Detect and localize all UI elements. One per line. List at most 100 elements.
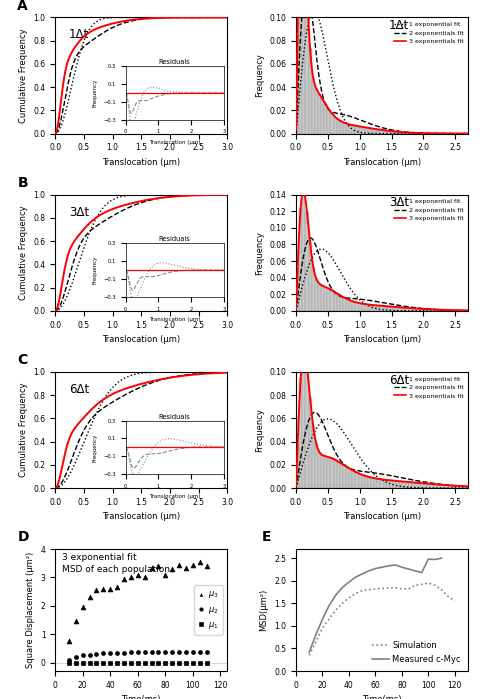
Point (72, 657, 80, 668)
Point (141, 572, 148, 583)
Point (86, 657, 94, 668)
Bar (418, 309, 421, 311)
Bar (390, 307, 393, 311)
Bar (346, 468, 349, 488)
Bar (384, 306, 387, 311)
Bar (393, 131, 396, 134)
Legend: $\mu_3$, $\mu_2$, $\mu_1$: $\mu_3$, $\mu_2$, $\mu_1$ (194, 585, 223, 635)
Bar (312, 78, 315, 134)
Bar (321, 99, 324, 134)
Bar (393, 307, 396, 311)
Point (203, 657, 210, 668)
Bar (299, 208, 302, 311)
Bar (421, 309, 424, 311)
Measured c-Myc (359, 570, 365, 578)
Text: A: A (17, 0, 28, 13)
Text: 1Δt: 1Δt (69, 29, 89, 41)
Point (65, 654, 73, 665)
Bar (393, 481, 396, 488)
Simulation (346, 593, 352, 602)
Measured c-Myc (399, 563, 405, 571)
Bar (365, 128, 368, 134)
Text: 6Δt: 6Δt (389, 373, 409, 387)
Simulation (425, 579, 431, 587)
Bar (381, 130, 384, 134)
Point (148, 647, 156, 658)
Bar (437, 484, 440, 488)
Y-axis label: Cumulative Frequency: Cumulative Frequency (19, 382, 28, 477)
Point (196, 556, 204, 568)
Point (107, 583, 114, 594)
Point (182, 657, 190, 668)
Measured c-Myc (379, 563, 385, 571)
Simulation (306, 651, 312, 659)
Bar (343, 298, 346, 311)
Point (141, 657, 148, 668)
Bar (368, 305, 371, 311)
Bar (462, 486, 465, 488)
Bar (305, 212, 309, 311)
Bar (340, 296, 343, 311)
Point (65, 635, 73, 647)
Point (175, 646, 183, 657)
Bar (440, 485, 443, 488)
Simulation (372, 584, 378, 593)
Bar (318, 94, 321, 134)
Bar (443, 485, 446, 488)
Measured c-Myc (439, 554, 444, 563)
Bar (396, 132, 399, 134)
Text: 6Δt: 6Δt (69, 383, 89, 396)
Bar (296, 445, 299, 488)
Bar (371, 129, 374, 134)
Measured c-Myc (333, 591, 338, 599)
Bar (399, 482, 402, 488)
Point (120, 573, 128, 584)
Bar (440, 310, 443, 311)
Bar (352, 125, 355, 134)
Point (134, 647, 142, 658)
Simulation (339, 599, 345, 607)
Point (189, 559, 197, 570)
Point (134, 569, 142, 580)
Y-axis label: Cumulative Frequency: Cumulative Frequency (19, 28, 28, 123)
Point (93, 657, 100, 668)
Bar (384, 131, 387, 134)
Point (72, 616, 80, 627)
Bar (412, 482, 415, 488)
Bar (330, 290, 334, 311)
Point (196, 657, 204, 668)
Point (99, 583, 107, 594)
Bar (343, 466, 346, 488)
Bar (359, 303, 361, 311)
Bar (346, 124, 349, 134)
Bar (334, 292, 336, 311)
Bar (412, 308, 415, 311)
Bar (334, 117, 336, 134)
Text: B: B (17, 176, 28, 190)
Bar (431, 484, 433, 488)
Bar (327, 289, 330, 311)
Text: 3 exponential fit: 3 exponential fit (62, 553, 137, 562)
Point (203, 647, 210, 658)
Bar (449, 310, 452, 311)
X-axis label: Translocation (μm): Translocation (μm) (102, 512, 180, 521)
Point (141, 647, 148, 658)
Point (93, 584, 100, 596)
Bar (327, 457, 330, 488)
Bar (368, 128, 371, 134)
Simulation (419, 580, 425, 589)
Simulation (445, 592, 451, 600)
Bar (371, 305, 374, 311)
Bar (327, 109, 330, 134)
Line: Simulation: Simulation (309, 583, 455, 655)
Bar (446, 310, 449, 311)
Bar (390, 131, 393, 134)
Point (93, 649, 100, 660)
Bar (406, 133, 408, 134)
Y-axis label: Cumulative Frequency: Cumulative Frequency (19, 206, 28, 300)
Legend: Simulation, Measured c-Myc: Simulation, Measured c-Myc (369, 638, 464, 667)
Simulation (412, 581, 418, 589)
Point (127, 647, 135, 658)
Point (86, 592, 94, 603)
Point (107, 657, 114, 668)
